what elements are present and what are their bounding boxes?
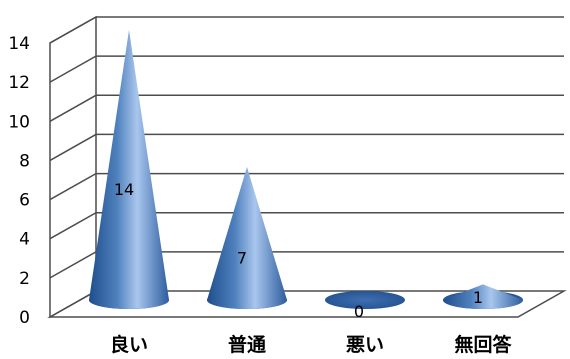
gridline [49, 133, 564, 162]
y-tick-label: 14 [8, 34, 30, 54]
gridline [49, 16, 564, 44]
gridlines [49, 16, 564, 279]
floor [47, 290, 567, 318]
y-tick-label: 6 [19, 191, 30, 211]
gridline [49, 172, 564, 201]
cone: 7 [207, 167, 287, 309]
cone: 1 [443, 284, 523, 309]
category-label: 良い [110, 333, 148, 356]
y-tick-label: 2 [19, 269, 30, 289]
data-label: 14 [114, 180, 134, 199]
category-label: 無回答 [454, 333, 512, 356]
gridline [49, 94, 564, 122]
y-tick-label: 10 [8, 112, 30, 132]
data-label: 1 [473, 288, 483, 307]
y-tick-label: 12 [8, 73, 30, 93]
cone-body [89, 30, 169, 309]
data-label: 0 [354, 302, 364, 321]
category-label: 普通 [228, 333, 267, 356]
cone-series: 14 7 0 1 [89, 30, 523, 321]
cone-body [207, 167, 287, 309]
category-label: 悪い [346, 334, 384, 356]
y-tick-label: 0 [19, 308, 30, 328]
gridline [49, 55, 564, 83]
x-axis-categories: 良い 普通 悪い 無回答 [110, 333, 513, 356]
gridline [49, 251, 564, 279]
cone-base [325, 291, 405, 309]
cone-body [443, 284, 523, 309]
gridline [49, 211, 564, 240]
cone: 14 [89, 30, 169, 309]
data-label: 7 [237, 249, 247, 268]
y-axis-ticks: 0 2 4 6 8 10 12 14 [8, 34, 30, 328]
y-tick-label: 8 [19, 151, 30, 171]
cone: 0 [325, 291, 405, 321]
y-tick-label: 4 [19, 230, 30, 250]
left-wall [49, 15, 97, 319]
